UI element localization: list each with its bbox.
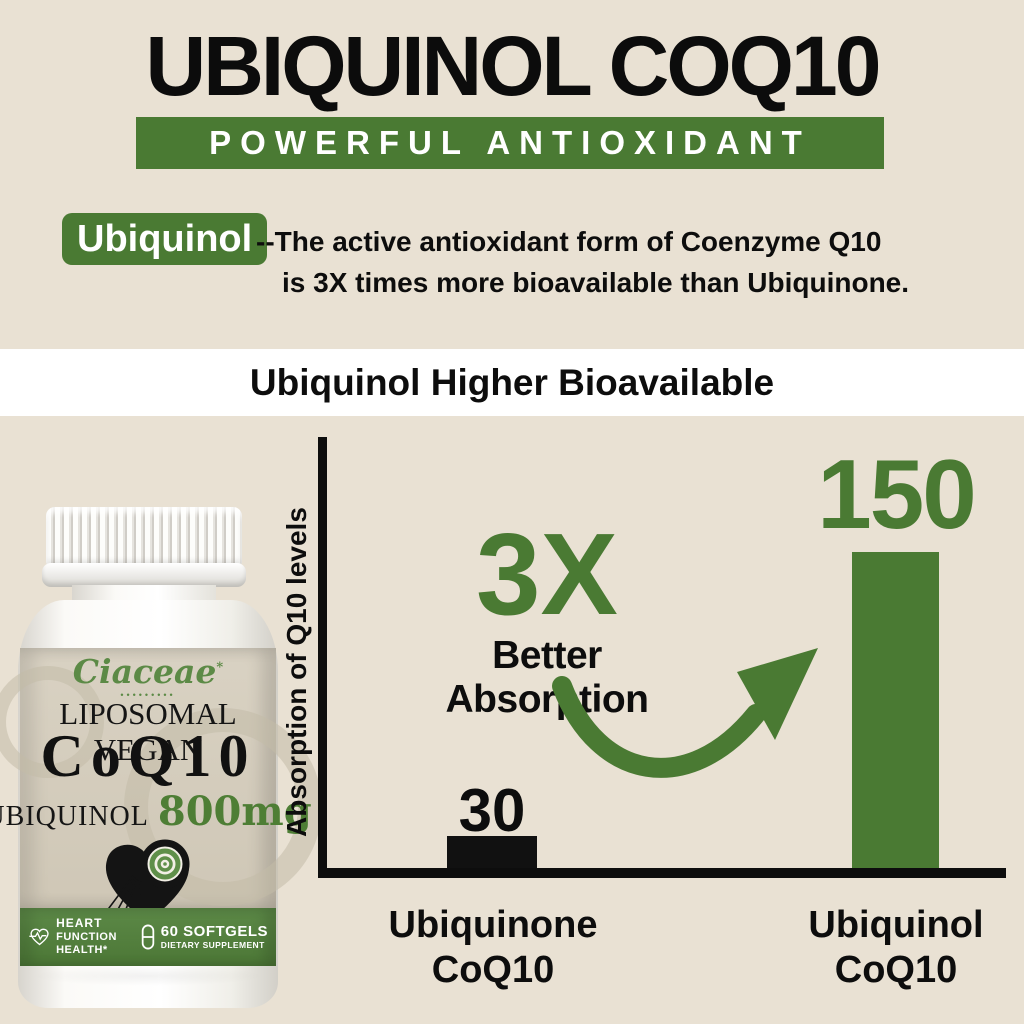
label-dosage-row: UBIQUINOL 800mg (0, 788, 312, 835)
banner-text: POWERFUL ANTIOXIDANT (209, 124, 811, 161)
bar-ubiquinol (852, 552, 939, 868)
y-axis-label: Absorption of Q10 levels (281, 507, 312, 837)
bottle-cap-lip (42, 563, 246, 587)
brand-logo: Ciaceae* (20, 652, 276, 691)
value-label-ubiquinone: 30 (458, 777, 526, 844)
label-liposomal-vegan: LIPOSOMAL VEGAN (59, 696, 237, 767)
description-line1: --The active antioxidant form of Coenzym… (256, 226, 882, 257)
category-label-ubiquinone: Ubiquinone CoQ10 (343, 903, 643, 993)
description-line2: is 3X times more bioavailable than Ubiqu… (282, 267, 910, 298)
brand-dots-icon: ••••••••• (120, 690, 176, 700)
bar-ubiquinone (447, 836, 537, 868)
y-axis-line (318, 437, 327, 878)
capsule-icon (141, 924, 155, 950)
band-right-group: 60 SOFTGELS DIETARY SUPPLEMENT (140, 922, 268, 952)
banner: POWERFUL ANTIOXIDANT (136, 117, 884, 169)
annotation-better-absorption: Better Absorption (445, 633, 649, 721)
x-axis-line (318, 868, 1006, 878)
bottle-label-main: Ciaceae* ••••••••• LIPOSOMAL VEGAN CoQ10… (0, 648, 322, 922)
label-800mg: 800mg (157, 788, 312, 835)
bottle-cap (46, 507, 242, 565)
bottle-label-band: HEART FUNCTION HEALTH* 60 SOFTGELS DIETA… (20, 908, 276, 966)
bottle-shadow (30, 966, 266, 986)
softgel-word: SOFTGELS (183, 923, 268, 941)
bottle-label: Ciaceae* ••••••••• LIPOSOMAL VEGAN CoQ10… (0, 648, 322, 966)
band-heart-text: HEART (56, 916, 103, 931)
ubiquinol-chip: Ubiquinol (62, 213, 268, 265)
section-band: Ubiquinol Higher Bioavailable (0, 349, 1024, 416)
brand-star-icon: * (216, 660, 224, 675)
curved-arrow-icon (552, 648, 818, 778)
heart-target-icon (105, 839, 190, 922)
band-dietary-supplement-text: DIETARY SUPPLEMENT (160, 939, 265, 950)
band-left-group: HEART FUNCTION HEALTH* (28, 917, 140, 956)
heart-pulse-icon (29, 928, 49, 946)
ubiquinol-chip-label: Ubiquinol (77, 217, 253, 260)
brand-name: Ciaceae (72, 652, 217, 691)
absorption-annotation: 3X Better Absorption (388, 509, 706, 722)
annotation-3x: 3X (476, 509, 618, 639)
category-ubiquinol-line2: CoQ10 (834, 949, 958, 991)
category-label-ubiquinol: Ubiquinol CoQ10 (746, 903, 1024, 993)
category-ubiquinone-line2: CoQ10 (431, 949, 555, 991)
value-label-ubiquinol: 150 (817, 439, 977, 549)
label-coq10: CoQ10 (40, 723, 256, 789)
band-softgels-text: 60 SOFTGELS (161, 923, 268, 940)
section-heading: Ubiquinol Higher Bioavailable (249, 362, 775, 403)
softgel-count: 60 (160, 923, 179, 941)
page-title: UBIQUINOL COQ10 (145, 19, 882, 113)
category-ubiquinone-line1: Ubiquinone (388, 904, 598, 946)
category-ubiquinol-line1: Ubiquinol (808, 904, 984, 946)
description: --The active antioxidant form of Coenzym… (256, 221, 956, 303)
band-function-health-text: FUNCTION HEALTH* (56, 931, 117, 956)
label-ubiquinol: UBIQUINOL (0, 801, 149, 832)
